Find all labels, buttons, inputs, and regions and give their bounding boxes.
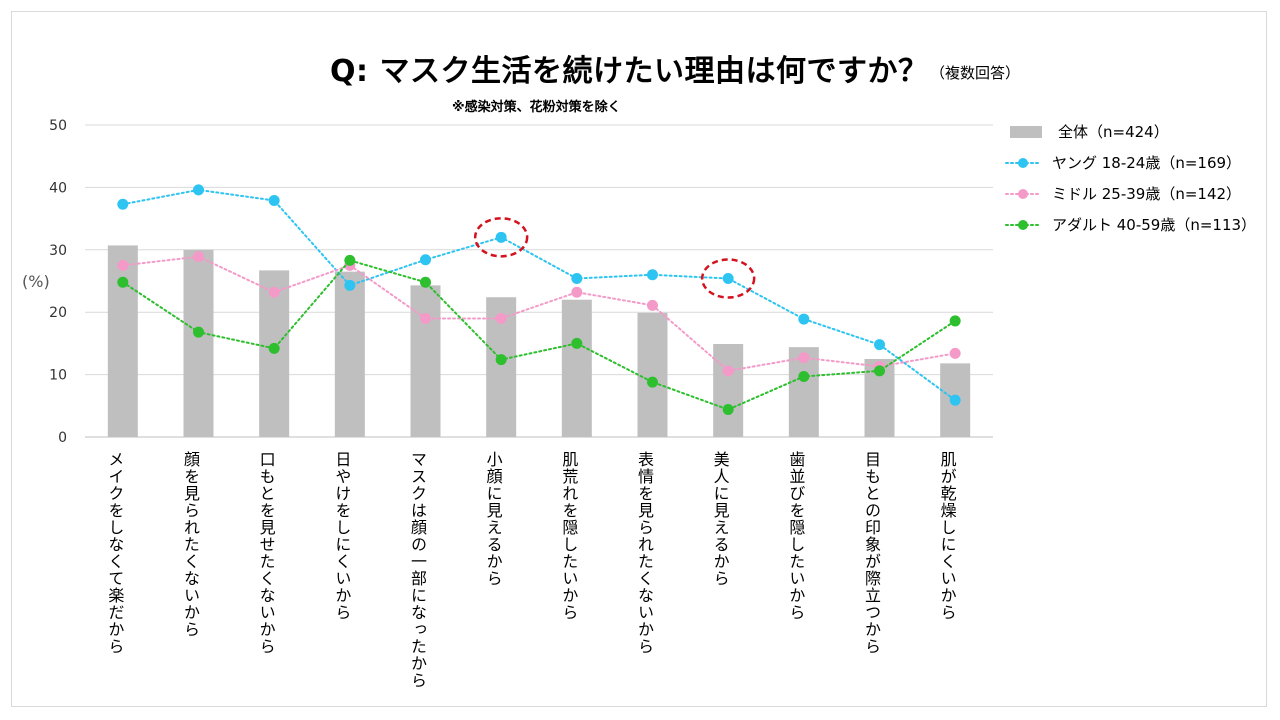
data-point [193, 251, 204, 263]
data-point [722, 365, 734, 377]
x-tick-label: 表情を見られたくないから [635, 451, 654, 655]
bar [334, 271, 365, 437]
data-point [268, 342, 280, 354]
data-point [647, 299, 658, 311]
data-point [647, 269, 658, 281]
data-point [495, 231, 507, 243]
data-point [722, 273, 734, 285]
data-point [117, 198, 129, 210]
data-point [193, 184, 204, 196]
data-point [117, 259, 129, 271]
data-point [874, 365, 885, 377]
bar [183, 249, 214, 437]
legend-label-middle: ミドル 25-39歳（n=142） [1052, 185, 1242, 203]
data-point [344, 279, 356, 291]
y-tick-label: 0 [58, 430, 67, 446]
chart-subtitle: ※感染対策、花粉対策を除く [452, 100, 621, 115]
data-point [571, 337, 583, 349]
chart-title: Q: マスク生活を続けたい理由は何ですか？ [330, 54, 929, 89]
data-point [495, 354, 507, 366]
y-axis-unit: (%) [22, 272, 50, 291]
data-point [495, 312, 507, 324]
x-tick-label: 肌が乾燥しにくいから [938, 451, 957, 621]
y-tick-label: 40 [49, 180, 67, 196]
data-point [722, 404, 734, 416]
bar [637, 312, 668, 437]
legend-item-young: ヤング 18-24歳（n=169） [1004, 147, 1256, 178]
data-point [949, 394, 961, 406]
y-tick-label: 50 [49, 118, 67, 134]
x-tick-label: マスクは顔の一部になったから [408, 451, 427, 689]
highlight-circle [473, 217, 529, 258]
x-tick-label: 顔を見られたくないから [181, 451, 200, 638]
slide-frame [11, 11, 1267, 707]
data-point [193, 326, 204, 338]
bar [561, 299, 592, 437]
series-line [121, 188, 957, 402]
bar [107, 245, 138, 437]
legend-swatch-middle [1004, 187, 1042, 201]
data-point [344, 254, 356, 266]
data-point [647, 376, 658, 388]
data-point [268, 286, 280, 298]
legend-item-middle: ミドル 25-39歳（n=142） [1004, 178, 1256, 209]
x-tick-label: 歯並びを隠したいから [786, 451, 805, 621]
y-tick-label: 20 [49, 305, 67, 321]
data-point [420, 276, 431, 288]
legend-item-adult: アダルト 40-59歳（n=113） [1004, 209, 1256, 240]
bar [713, 344, 744, 437]
y-tick-label: 10 [49, 368, 67, 384]
y-tick-label: 30 [49, 243, 67, 259]
x-tick-label: 目もとの印象が際立つから [862, 451, 881, 655]
legend-label-adult: アダルト 40-59歳（n=113） [1052, 216, 1257, 234]
bar [410, 285, 441, 437]
data-point [874, 339, 885, 351]
x-tick-label: メイクをしなくて楽だから [105, 451, 124, 655]
data-point [798, 370, 810, 382]
x-tick-label: 小顔に見えるから [484, 451, 503, 587]
data-point [798, 352, 810, 364]
x-tick-label: 肌荒れを隠したいから [559, 451, 578, 621]
data-point [798, 313, 810, 325]
x-tick-label: 日やけをしにくいから [332, 451, 351, 621]
data-point [117, 276, 129, 288]
legend-item-all: 全体（n=424） [1004, 116, 1256, 147]
data-point [571, 273, 583, 285]
series-line [121, 255, 957, 372]
data-point [949, 315, 961, 327]
chart-title-note: （複数回答） [930, 64, 1021, 82]
data-point [571, 286, 583, 298]
x-tick-label: 美人に見えるから [711, 451, 730, 587]
data-point [949, 347, 961, 359]
data-point [420, 254, 431, 266]
legend-label-all: 全体（n=424） [1058, 123, 1169, 141]
chart-legend: 全体（n=424） ヤング 18-24歳（n=169） ミドル 25-39歳（n… [1004, 116, 1256, 240]
data-point [420, 312, 431, 324]
legend-swatch-young [1004, 156, 1042, 170]
highlight-circle [700, 258, 756, 299]
series-line [121, 259, 957, 411]
legend-swatch-adult [1004, 218, 1042, 232]
legend-swatch-bar [1010, 125, 1042, 138]
data-point [268, 195, 280, 207]
legend-label-young: ヤング 18-24歳（n=169） [1052, 154, 1242, 172]
x-tick-label: 口もとを見せたくないから [257, 451, 276, 655]
